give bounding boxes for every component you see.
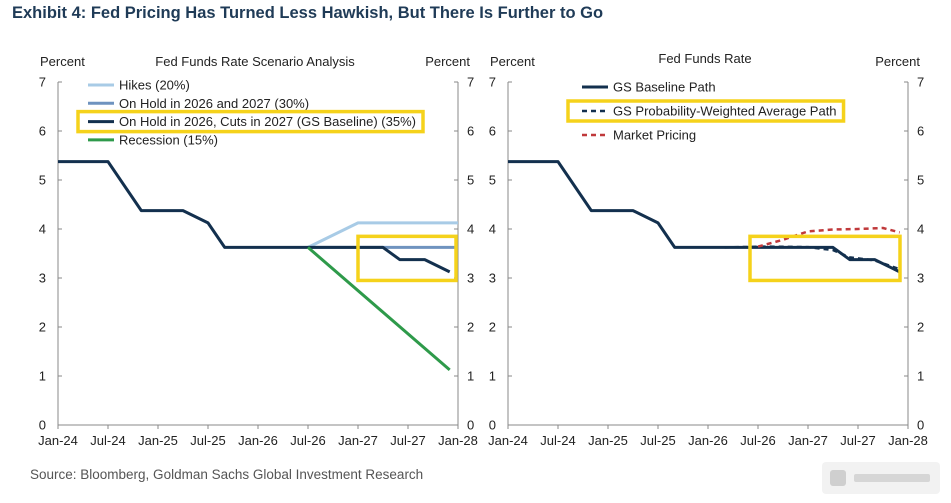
panel2-x-tick-label: Jul-24 [540, 433, 575, 448]
panel2-x-tick-label: Jul-25 [640, 433, 675, 448]
panel1-y-tick-label: 7 [39, 75, 46, 90]
panel1-legend-label-2: On Hold in 2026 and 2027 (30%) [119, 96, 309, 111]
panel2-chart-title: Fed Funds Rate [658, 51, 751, 66]
panel2-series-line-1 [508, 160, 901, 274]
panel2-legend-highlight-box [566, 99, 846, 123]
panel1-y-tick-label-right: 4 [467, 222, 474, 237]
panel1-y-tick-label: 6 [39, 124, 46, 139]
panel2-x-tick-label: Jan-28 [888, 433, 928, 448]
panel2-x-tick-label: Jan-24 [488, 433, 528, 448]
panel1-y-tick-label-right: 1 [467, 369, 474, 384]
panel1-y-tick-label: 2 [39, 320, 46, 335]
watermark-logo [822, 462, 940, 494]
panel2-y-tick-label-right: 4 [917, 222, 924, 237]
panel1-x-tick-label: Jan-26 [238, 433, 278, 448]
panel1-x-tick-label: Jul-24 [90, 433, 125, 448]
panel1-x-tick-label: Jul-26 [290, 433, 325, 448]
panel2-x-tick-label: Jul-27 [840, 433, 875, 448]
panel1-y-tick-label: 1 [39, 369, 46, 384]
panel2-y-tick-label: 7 [489, 75, 496, 90]
panel2-legend-label-3: Market Pricing [613, 128, 696, 143]
panel1-legend-label-3: On Hold in 2026, Cuts in 2027 (GS Baseli… [119, 114, 416, 129]
panel2-series-line-2 [724, 245, 901, 271]
panel2-x-tick-label: Jan-26 [688, 433, 728, 448]
panel2-left-unit-label: Percent [490, 54, 535, 69]
panel2-y-tick-label: 5 [489, 173, 496, 188]
panel2-y-tick-label-right: 7 [917, 75, 924, 90]
panel1-y-tick-label-right: 0 [467, 418, 474, 433]
panel2-y-tick-label: 3 [489, 271, 496, 286]
panel2-y-tick-label-right: 1 [917, 369, 924, 384]
panel1-series-line-1 [307, 221, 458, 249]
panel2-y-tick-label-right: 0 [917, 418, 924, 433]
panel2-y-tick-label: 6 [489, 124, 496, 139]
source-note: Source: Bloomberg, Goldman Sachs Global … [30, 467, 424, 482]
panel2-highlight-box [748, 234, 902, 283]
panel1-y-tick-label-right: 5 [467, 173, 474, 188]
panel1-left-unit-label: Percent [40, 54, 85, 69]
panel1-y-tick-label-right: 3 [467, 271, 474, 286]
panel1-right-unit-label: Percent [425, 54, 470, 69]
panel1-y-tick-label-right: 7 [467, 75, 474, 90]
panel1-y-tick-label-right: 2 [467, 320, 474, 335]
panel2-y-tick-label: 1 [489, 369, 496, 384]
panel2-legend-label-2: GS Probability-Weighted Average Path [613, 104, 837, 119]
panel2-legend-label-1: GS Baseline Path [613, 80, 716, 95]
panel1-x-tick-label: Jul-25 [190, 433, 225, 448]
exhibit-title: Exhibit 4: Fed Pricing Has Turned Less H… [12, 4, 604, 22]
panel1-legend-label-1: Hikes (20%) [119, 78, 190, 93]
panel1-x-tick-label: Jan-28 [438, 433, 478, 448]
panel1-y-tick-label: 0 [39, 418, 46, 433]
panel1-highlight-box [356, 234, 458, 283]
panel1-x-tick-label: Jan-25 [138, 433, 178, 448]
panel2-y-tick-label-right: 3 [917, 271, 924, 286]
panel2-y-tick-label-right: 6 [917, 124, 924, 139]
panel1-y-tick-label: 4 [39, 222, 46, 237]
panel1-series-line-4 [307, 246, 451, 372]
panel2-y-tick-label: 0 [489, 418, 496, 433]
panel2-series-line-3 [757, 226, 901, 248]
panel1-series-line-3 [58, 160, 451, 274]
panel1-x-tick-label: Jul-27 [390, 433, 425, 448]
panel1-chart-title: Fed Funds Rate Scenario Analysis [155, 54, 355, 69]
panel2-y-tick-label-right: 2 [917, 320, 924, 335]
panel1-y-tick-label: 3 [39, 271, 46, 286]
panel2-x-tick-label: Jan-25 [588, 433, 628, 448]
panel1-y-tick-label-right: 6 [467, 124, 474, 139]
panel2-right-unit-label: Percent [875, 54, 920, 69]
panel2-y-tick-label: 4 [489, 222, 496, 237]
panel1-x-tick-label: Jan-27 [338, 433, 378, 448]
panel2-x-tick-label: Jan-27 [788, 433, 828, 448]
panel2-x-tick-label: Jul-26 [740, 433, 775, 448]
panel1-legend-highlight-box [76, 109, 425, 134]
panel1-legend-label-4: Recession (15%) [119, 132, 218, 147]
panel2-y-tick-label-right: 5 [917, 173, 924, 188]
panel1-x-tick-label: Jan-24 [38, 433, 78, 448]
panel1-y-tick-label: 5 [39, 173, 46, 188]
panel2-y-tick-label: 2 [489, 320, 496, 335]
